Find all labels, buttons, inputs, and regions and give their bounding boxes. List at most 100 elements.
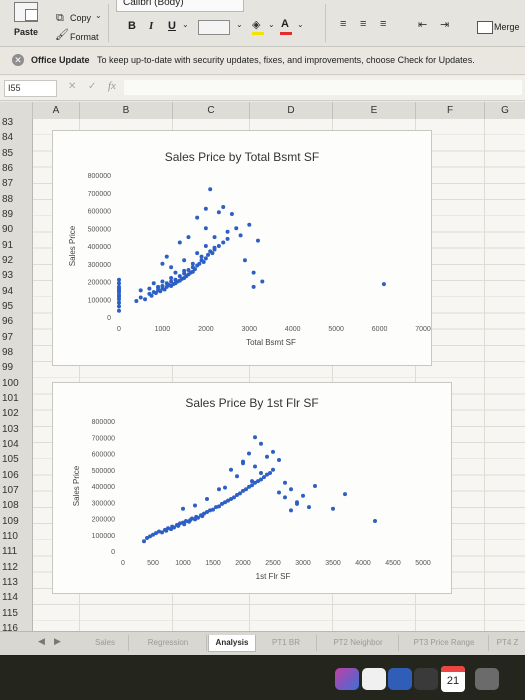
tab-pt2-neighbor[interactable]: PT2 Neighbor [318, 635, 399, 651]
merge-icon[interactable] [477, 21, 493, 34]
row-header[interactable]: 115 [2, 607, 18, 619]
row-header[interactable]: 91 [2, 239, 14, 251]
row-header[interactable]: 86 [2, 162, 14, 174]
app-icon[interactable] [362, 668, 386, 690]
fx-label[interactable]: fx [108, 80, 116, 92]
chart-sales-price-by-total-bsmt-sf[interactable]: Sales Price by Total Bsmt SF 0 100000 20000… [52, 130, 432, 366]
merge-button[interactable]: Merge [494, 22, 520, 32]
row-header[interactable]: 103 [2, 423, 19, 435]
confirm-icon[interactable]: ✓ [88, 81, 97, 92]
data-point [196, 515, 200, 520]
row-header[interactable]: 109 [2, 515, 19, 527]
app-icon[interactable] [414, 668, 438, 690]
y-axis-label: Sales Price [72, 465, 81, 506]
row-header[interactable]: 114 [2, 592, 18, 604]
tab-pt1-br[interactable]: PT1 BR [256, 635, 317, 651]
row-header[interactable]: 87 [2, 178, 14, 190]
formula-input[interactable] [124, 80, 522, 95]
data-point [253, 435, 257, 440]
calendar-icon[interactable]: 21 [441, 666, 465, 692]
row-header[interactable]: 96 [2, 316, 14, 328]
name-box[interactable]: I55 [4, 80, 57, 97]
row-header[interactable]: 93 [2, 270, 14, 282]
row-header[interactable]: 107 [2, 484, 19, 496]
app-icon[interactable] [475, 668, 499, 690]
row-header[interactable]: 100 [2, 377, 19, 389]
row-header[interactable]: 108 [2, 500, 19, 512]
format-painter-button[interactable]: Format [70, 32, 99, 42]
data-point [160, 279, 165, 284]
select-all-corner[interactable] [0, 102, 33, 119]
row-header[interactable]: 83 [2, 117, 14, 128]
chevron-down-icon[interactable]: ⌄ [95, 11, 102, 20]
data-point [203, 226, 208, 231]
chart-sales-price-by-1st-flr-sf[interactable]: Sales Price By 1st Flr SF 0 100000 200000 30… [52, 382, 452, 594]
tab-pt3-price-range[interactable]: PT3 Price Range [400, 635, 489, 651]
increase-indent-icon[interactable]: ⇥ [440, 19, 450, 31]
align-right-icon[interactable]: ≡ [380, 18, 387, 30]
bold-button[interactable]: B [128, 20, 136, 32]
column-header-f[interactable]: F [416, 102, 485, 119]
column-header-e[interactable]: E [333, 102, 416, 119]
row-header[interactable]: 89 [2, 208, 14, 220]
row-header[interactable]: 105 [2, 454, 19, 466]
copy-button[interactable]: Copy [70, 13, 92, 23]
paste-button[interactable]: Paste [14, 27, 39, 37]
row-header[interactable]: 102 [2, 408, 19, 420]
data-point [247, 484, 251, 489]
align-center-icon[interactable]: ≡ [360, 18, 367, 30]
tab-analysis[interactable]: Analysis [208, 635, 256, 652]
decrease-indent-icon[interactable]: ⇤ [418, 19, 428, 31]
column-header-a[interactable]: A [33, 102, 80, 119]
app-icon[interactable] [335, 668, 359, 690]
borders-dropdown-icon[interactable]: ⌄ [236, 20, 243, 29]
row-header[interactable]: 116 [2, 622, 18, 634]
cancel-icon[interactable]: ✕ [68, 81, 77, 92]
data-point [193, 267, 197, 272]
row-header[interactable]: 111 [2, 546, 18, 558]
row-header[interactable]: 88 [2, 193, 14, 205]
row-header[interactable]: 95 [2, 300, 14, 312]
update-message[interactable]: To keep up-to-date with security updates… [97, 55, 475, 65]
tab-prev-icon[interactable]: ◀ [38, 636, 45, 646]
column-header-d[interactable]: D [250, 102, 333, 119]
row-header[interactable]: 92 [2, 254, 14, 266]
borders-button[interactable] [198, 20, 230, 35]
underline-button[interactable]: U [168, 20, 176, 32]
tab-regression[interactable]: Regression [130, 635, 207, 651]
fill-dropdown-icon[interactable]: ⌄ [268, 20, 275, 29]
tab-next-icon[interactable]: ▶ [54, 636, 61, 646]
row-header[interactable]: 84 [2, 132, 14, 144]
data-point [149, 293, 154, 298]
italic-button[interactable]: I [149, 20, 154, 32]
column-header-b[interactable]: B [80, 102, 173, 119]
row-header[interactable]: 106 [2, 469, 19, 481]
data-point [117, 277, 121, 282]
row-header[interactable]: 94 [2, 285, 14, 297]
font-color-icon[interactable]: A [281, 18, 289, 30]
paste-icon[interactable] [14, 2, 38, 22]
column-header-g[interactable]: G [501, 105, 509, 116]
column-header-c[interactable]: C [173, 102, 250, 119]
data-point [199, 254, 204, 259]
row-header[interactable]: 90 [2, 224, 14, 236]
align-left-icon[interactable]: ≡ [340, 18, 347, 30]
tab-sales[interactable]: Sales [82, 635, 129, 651]
font-color-dropdown-icon[interactable]: ⌄ [297, 20, 304, 29]
row-header[interactable]: 98 [2, 346, 14, 358]
row-header[interactable]: 104 [2, 438, 19, 450]
y-tick-label: 200000 [92, 517, 115, 524]
row-header[interactable]: 85 [2, 147, 14, 159]
y-tick-label: 100000 [92, 533, 115, 540]
row-header[interactable]: 112 [2, 561, 18, 573]
row-header[interactable]: 101 [2, 392, 19, 404]
font-name-select[interactable]: Calibri (Body) [116, 0, 244, 12]
underline-dropdown-icon[interactable]: ⌄ [182, 20, 189, 29]
fill-color-icon[interactable]: ◈ [252, 19, 261, 31]
row-header[interactable]: 97 [2, 331, 14, 343]
tab-pt4[interactable]: PT4 Z [496, 638, 519, 647]
row-header[interactable]: 99 [2, 362, 14, 374]
row-header[interactable]: 113 [2, 576, 18, 588]
app-icon[interactable] [388, 668, 412, 690]
row-header[interactable]: 110 [2, 530, 18, 542]
